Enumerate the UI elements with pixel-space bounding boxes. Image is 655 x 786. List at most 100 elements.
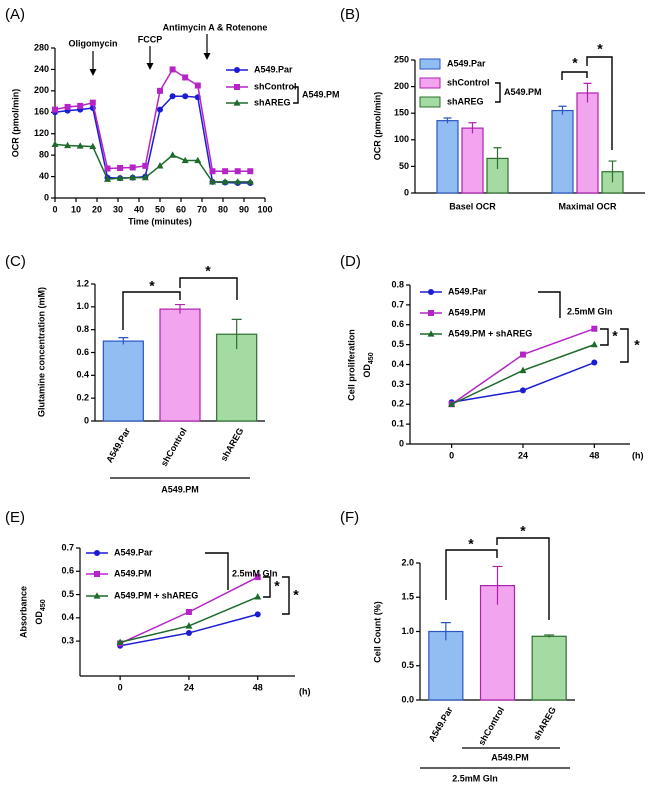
marker [141, 173, 149, 181]
arrow-head [89, 69, 97, 76]
marker [209, 168, 216, 175]
y-axis-label-2: OD450 [34, 599, 46, 624]
y-tick-label: 200 [394, 81, 409, 91]
marker [590, 340, 598, 348]
x-tick-label: Maximal OCR [558, 201, 617, 211]
y-axis-label: Cell proliferation [346, 329, 356, 401]
legend-label: A549.PM [448, 307, 486, 317]
y-tick-label: 200 [34, 85, 49, 95]
y-tick-label: 0.6 [61, 566, 74, 576]
panel-label: (D) [340, 253, 361, 270]
marker [129, 173, 137, 181]
y-tick-label: 150 [394, 108, 409, 118]
marker [185, 622, 193, 629]
panel-label: (B) [340, 6, 360, 23]
bracket [179, 277, 238, 300]
y-axis-label: Cell Count (%) [372, 601, 382, 663]
legend-swatch [419, 96, 441, 108]
y-tick-label: 0.0 [401, 694, 414, 704]
legend-bracket [495, 82, 501, 103]
marker [157, 87, 163, 94]
marker [51, 140, 59, 148]
bracket [538, 291, 561, 318]
error-bar [544, 634, 555, 638]
marker [77, 102, 84, 109]
marker [246, 178, 254, 185]
group-label: A549.PM [491, 752, 529, 762]
x-tick-label: 70 [197, 204, 207, 214]
significance-star: * [274, 578, 280, 594]
bracket [496, 537, 550, 620]
marker [94, 550, 100, 556]
bar [531, 635, 567, 701]
significance-star: * [634, 337, 640, 353]
marker [591, 359, 598, 366]
line [54, 95, 251, 184]
legend-label: A549.PM + shAREG [114, 590, 198, 600]
legend-label: A549.PM + shAREG [448, 328, 532, 338]
bracket [445, 549, 498, 600]
group-label: 2.5mM Gln [452, 773, 498, 783]
marker [116, 638, 124, 645]
error-bar [440, 621, 451, 641]
legend-label: shControl [254, 81, 297, 91]
marker [221, 178, 229, 185]
error-bar [231, 318, 242, 350]
marker [64, 141, 72, 149]
marker [169, 151, 177, 158]
x-tick-label: 30 [113, 204, 123, 214]
y-tick-label: 0.4 [76, 370, 89, 380]
marker [209, 178, 216, 185]
panel-label: (F) [340, 509, 359, 526]
marker [448, 400, 456, 407]
bar [428, 630, 464, 701]
bar [461, 127, 484, 194]
marker [254, 574, 261, 581]
marker [185, 609, 192, 615]
y-label-main: OD [34, 611, 44, 625]
y-tick-label: 1.0 [401, 626, 414, 636]
annotation: 2.5mM Gln [567, 306, 613, 316]
y-tick-label: 1.2 [76, 278, 89, 288]
bracket [600, 328, 609, 346]
y-tick-label: 0.8 [76, 324, 89, 334]
y-tick-label: 0.7 [391, 299, 404, 309]
marker [194, 82, 201, 89]
legend-bracket [293, 86, 299, 104]
y-axis-label: Absorbance [18, 586, 28, 638]
legend-label: shControl [447, 77, 490, 87]
error-bar [492, 565, 503, 605]
y-tick-label: 0.8 [391, 279, 404, 289]
legend-label: shAREG [254, 97, 291, 107]
y-tick-label: 0.7 [61, 542, 74, 552]
marker [104, 165, 111, 172]
y-tick-label: 40 [39, 171, 49, 181]
legend-label: A549.PM [114, 568, 152, 578]
x-tick-label: 10 [71, 204, 81, 214]
marker [427, 330, 435, 337]
y-tick-label: 50 [399, 161, 409, 171]
error-bar [443, 117, 452, 124]
marker [169, 66, 176, 73]
error-bar [558, 105, 567, 115]
x-unit: (h) [299, 686, 311, 696]
legend-label: shAREG [447, 96, 484, 106]
bracket [561, 71, 588, 80]
legend-label: A549.Par [447, 58, 486, 68]
marker [234, 168, 241, 175]
x-tick-label: 20 [92, 204, 102, 214]
x-tick-label: shControl [159, 426, 189, 468]
x-tick-label: A549.Par [427, 705, 455, 744]
marker [64, 103, 71, 110]
bar [551, 109, 574, 194]
x-tick-label: 100 [257, 204, 272, 214]
line [54, 68, 251, 172]
marker [185, 629, 192, 636]
x-tick-label: 24 [518, 450, 528, 460]
marker [182, 74, 189, 81]
bracket [282, 576, 290, 615]
marker [89, 142, 97, 150]
marker [116, 174, 124, 181]
significance-star: * [612, 328, 618, 344]
y-tick-label: 1.5 [401, 592, 414, 602]
